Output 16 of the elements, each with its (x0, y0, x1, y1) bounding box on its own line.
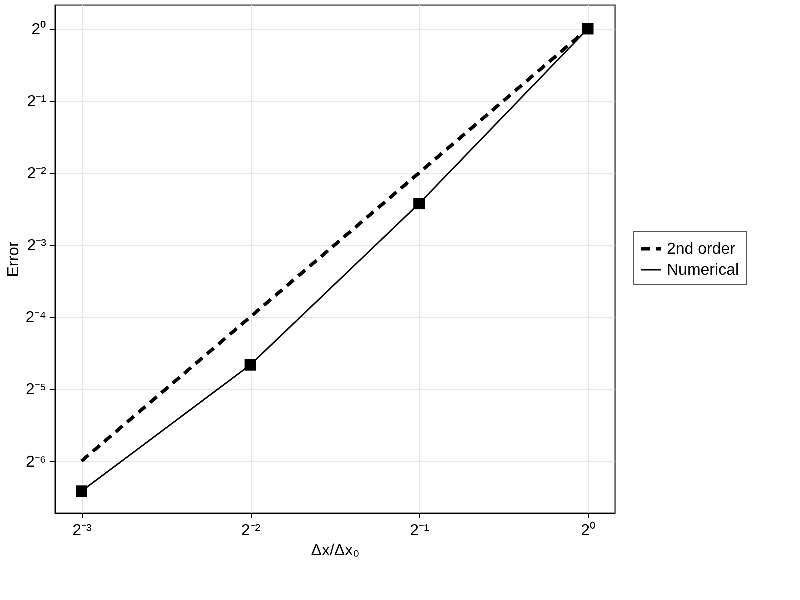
y-tick-label: 2⁻⁵ (26, 382, 46, 399)
y-tick-label: 2⁰ (32, 20, 46, 39)
point (76, 486, 88, 498)
y-axis-title: Error (6, 241, 23, 278)
x-tick-label: 2⁻¹ (410, 522, 430, 540)
y-tick-label: 2⁻¹ (27, 94, 46, 111)
y-tick-label: 2⁻⁶ (26, 454, 46, 471)
y-tick-label: 2⁻² (27, 166, 48, 183)
x-axis-title: Δx/Δx₀ (311, 542, 360, 560)
legend-label: 2nd order (667, 241, 736, 258)
x-tick-label: 2⁰ (581, 522, 596, 540)
y-tick-label: 2⁻³ (27, 238, 48, 255)
x-tick-label: 2⁻² (241, 522, 262, 540)
x-tick-label: 2⁻³ (72, 522, 93, 540)
y-tick-label: 2⁻⁴ (26, 310, 47, 327)
legend-label: Numerical (667, 262, 740, 279)
